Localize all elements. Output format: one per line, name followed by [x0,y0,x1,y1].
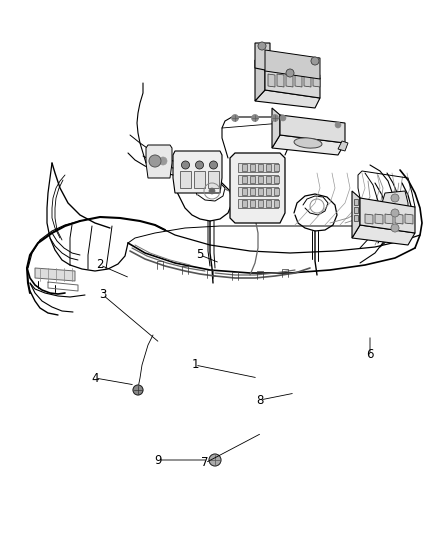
Text: 3: 3 [99,288,107,302]
Circle shape [209,454,221,466]
Polygon shape [173,151,222,193]
Circle shape [391,194,399,202]
Circle shape [391,224,399,232]
Bar [250,188,255,195]
Polygon shape [304,74,311,87]
Polygon shape [194,171,205,188]
Bar [266,164,271,171]
Circle shape [311,57,319,65]
Bar [266,188,271,195]
Bar [274,164,279,171]
Polygon shape [272,108,280,148]
Circle shape [195,161,204,169]
Polygon shape [354,215,358,221]
Polygon shape [385,214,393,224]
Polygon shape [352,225,415,245]
Polygon shape [360,198,415,233]
Polygon shape [208,171,219,188]
Polygon shape [238,187,278,196]
Circle shape [181,161,190,169]
Polygon shape [405,214,413,224]
Circle shape [209,161,218,169]
Bar [242,176,247,183]
Polygon shape [255,90,320,108]
Polygon shape [238,163,278,172]
Circle shape [272,115,279,122]
Polygon shape [395,214,403,224]
Bar [274,200,279,207]
Polygon shape [35,268,75,281]
Circle shape [286,69,294,77]
Circle shape [159,157,167,165]
Circle shape [335,122,341,128]
Bar [250,176,255,183]
Text: 5: 5 [196,248,204,262]
Circle shape [258,42,266,50]
Bar [258,188,263,195]
Bar [242,188,247,195]
Polygon shape [255,60,265,101]
Bar [274,176,279,183]
Ellipse shape [294,138,322,148]
Polygon shape [277,74,284,87]
Bar [266,176,271,183]
Circle shape [391,209,399,217]
Text: 6: 6 [366,349,374,361]
Polygon shape [295,74,302,87]
Circle shape [149,155,161,167]
Polygon shape [313,74,320,87]
Polygon shape [265,70,320,98]
Polygon shape [365,214,373,224]
Circle shape [251,115,258,122]
Text: 1: 1 [191,359,199,372]
Circle shape [133,385,143,395]
Bar [274,188,279,195]
Bar [250,200,255,207]
Bar [242,200,247,207]
Polygon shape [354,207,358,213]
Polygon shape [272,135,345,155]
Polygon shape [354,199,358,205]
Polygon shape [230,153,285,223]
Bar [250,164,255,171]
Text: 4: 4 [91,372,99,384]
Text: 2: 2 [96,259,104,271]
Polygon shape [338,141,348,151]
Polygon shape [146,145,172,178]
Polygon shape [255,43,270,71]
Bar [266,200,271,207]
Polygon shape [280,115,345,143]
Text: 7: 7 [201,456,209,470]
Text: 9: 9 [154,454,162,466]
Bar [258,176,263,183]
Bar [242,164,247,171]
Polygon shape [238,199,278,208]
Text: 8: 8 [256,393,264,407]
Polygon shape [286,74,293,87]
Polygon shape [238,175,278,184]
Circle shape [280,115,286,121]
Polygon shape [375,214,383,224]
Circle shape [232,115,239,122]
Polygon shape [268,74,275,87]
Polygon shape [265,50,320,79]
Circle shape [209,188,215,194]
Polygon shape [382,191,408,238]
Bar [258,164,263,171]
Bar [258,200,263,207]
Polygon shape [180,171,191,188]
Polygon shape [352,191,360,238]
